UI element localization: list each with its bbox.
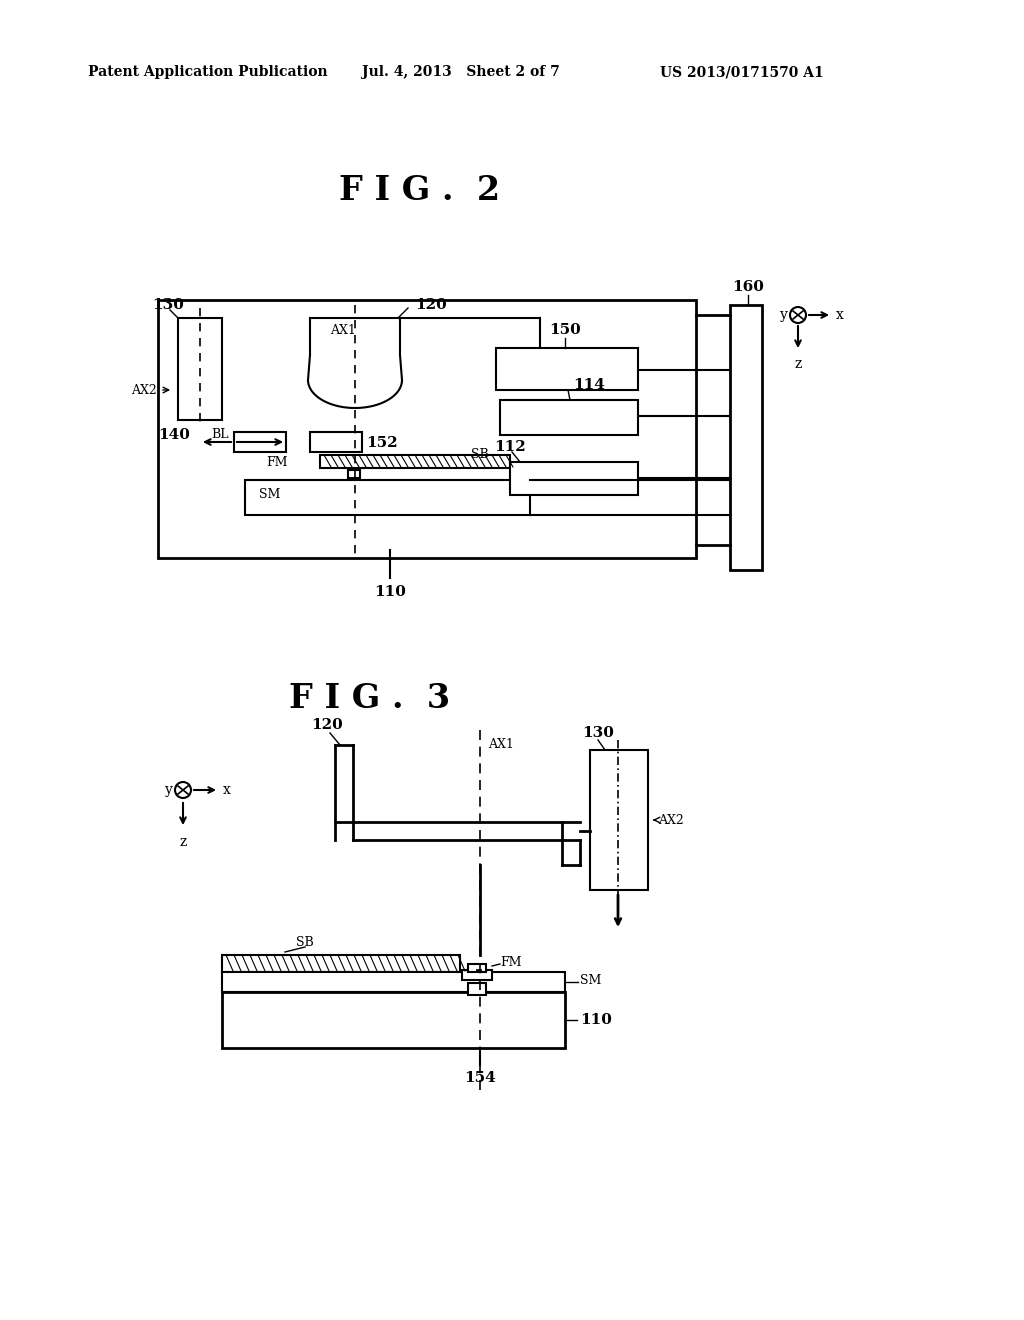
Text: Patent Application Publication: Patent Application Publication	[88, 65, 328, 79]
Text: AX2: AX2	[131, 384, 157, 396]
Text: AX2: AX2	[658, 813, 684, 826]
Bar	[319, 455, 510, 469]
Text: Jul. 4, 2013   Sheet 2 of 7: Jul. 4, 2013 Sheet 2 of 7	[362, 65, 560, 79]
Text: SB: SB	[471, 449, 488, 462]
Bar	[222, 972, 565, 993]
Text: x: x	[223, 783, 230, 797]
Text: SB: SB	[296, 936, 314, 949]
Text: F I G .  2: F I G . 2	[339, 173, 501, 206]
Text: x: x	[836, 308, 844, 322]
Bar	[468, 983, 486, 995]
Text: FM: FM	[266, 457, 288, 470]
Bar	[348, 470, 360, 478]
Text: 152: 152	[367, 436, 397, 450]
Text: z: z	[179, 836, 186, 849]
Text: F I G .  3: F I G . 3	[290, 681, 451, 714]
Text: y: y	[165, 783, 173, 797]
Bar	[245, 480, 530, 515]
Bar	[344, 455, 364, 469]
Text: AX1: AX1	[488, 738, 514, 751]
Text: z: z	[795, 356, 802, 371]
Text: US 2013/0171570 A1: US 2013/0171570 A1	[660, 65, 823, 79]
Bar	[462, 970, 492, 979]
Text: 120: 120	[415, 298, 446, 312]
Bar	[222, 993, 565, 1048]
Text: AX1: AX1	[330, 323, 356, 337]
Text: y: y	[780, 308, 788, 322]
Bar	[590, 750, 648, 890]
Bar	[500, 400, 638, 436]
Bar	[510, 462, 638, 495]
Text: SM: SM	[259, 488, 280, 502]
Text: BL: BL	[211, 429, 228, 441]
Bar	[234, 432, 286, 451]
Bar	[730, 305, 762, 570]
Text: FM: FM	[500, 956, 521, 969]
Text: 160: 160	[732, 280, 764, 294]
Text: 114: 114	[573, 378, 605, 392]
Bar	[496, 348, 638, 389]
Text: 154: 154	[464, 1071, 496, 1085]
Bar	[222, 954, 460, 972]
Text: 150: 150	[549, 323, 581, 337]
Text: 112: 112	[495, 440, 526, 454]
Text: 130: 130	[152, 298, 184, 312]
Text: 120: 120	[311, 718, 343, 733]
Text: 110: 110	[580, 1012, 612, 1027]
Text: SM: SM	[580, 974, 601, 986]
Text: 110: 110	[374, 585, 406, 599]
Bar	[178, 318, 222, 420]
Text: 130: 130	[582, 726, 614, 741]
Text: 140: 140	[158, 428, 190, 442]
Bar	[158, 300, 696, 558]
Bar	[310, 432, 362, 451]
Bar	[468, 964, 486, 972]
